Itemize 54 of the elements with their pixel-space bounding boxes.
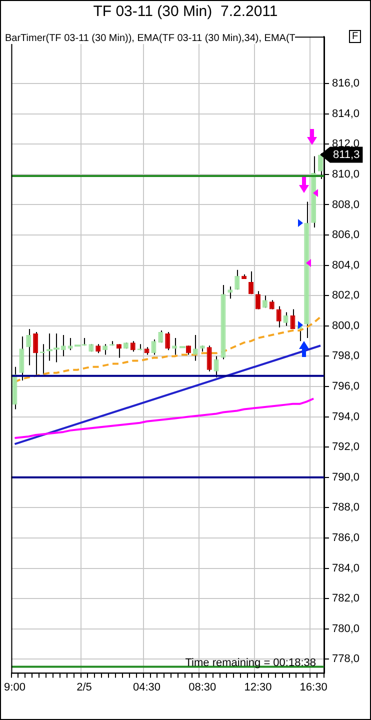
annotation: Time remaining = 00:18:38 [185, 657, 316, 669]
candlestick [130, 340, 136, 352]
x-tick-label: 2/5 [76, 681, 92, 694]
candlestick [228, 286, 233, 300]
y-tick-label: 794,0 [332, 410, 360, 423]
candlestick [214, 356, 219, 378]
y-tick-label: 792,0 [332, 441, 360, 454]
candlestick [290, 308, 296, 330]
x-tick-label: 12:30 [244, 681, 272, 694]
x-tick-label: 08:30 [188, 681, 216, 694]
text: 811,3 [333, 148, 360, 161]
y-tick-label: 798,0 [332, 350, 360, 362]
candlestick [276, 306, 282, 328]
candlestick [262, 295, 268, 308]
candlestick [172, 338, 178, 356]
y-tick-label: 808,0 [332, 198, 360, 211]
y-tick-label: 780,0 [332, 622, 360, 635]
chart-title: TF 03-11 (30 Min) 7.2.2011 [92, 3, 279, 20]
y-tick-label: 786,0 [332, 532, 360, 544]
y-tick-label: 810,0 [332, 168, 360, 180]
y-tick-label: 802,0 [332, 290, 360, 302]
candlestick [158, 330, 164, 344]
y-tick-label: 790,0 [332, 471, 360, 484]
y-tick-label: 796,0 [332, 380, 360, 393]
x-tick-label: 9:00 [4, 681, 26, 694]
y-tick-label: 782,0 [332, 592, 360, 605]
candlestick [206, 345, 212, 372]
candlestick [33, 331, 38, 376]
y-tick-label: 816,0 [332, 78, 360, 90]
candlestick [116, 344, 122, 358]
y-tick-label: 812,0 [332, 138, 360, 150]
candlestick [19, 336, 24, 381]
candlestick [102, 344, 108, 356]
y-tick-label: 814,0 [332, 108, 360, 120]
annotation: BarTimer(TF 03-11 (30 Min)), EMA(TF 03-11 (30 Min),34), EMA(T [5, 33, 296, 44]
candlestick [151, 339, 156, 356]
y-tick-label: 806,0 [332, 229, 360, 242]
candlestick [26, 328, 32, 366]
candlestick [96, 344, 101, 354]
candlestick [283, 312, 288, 326]
y-tick-label: 778,0 [332, 653, 360, 666]
x-tick-label: 04:30 [133, 681, 161, 694]
y-tick-label: 804,0 [332, 259, 360, 272]
candlestick [234, 269, 240, 290]
candlestick [248, 270, 254, 295]
x-tick-label: 16:30 [300, 681, 328, 694]
candlestick [192, 334, 198, 362]
candlestick [165, 331, 170, 351]
y-tick-label: 784,0 [332, 562, 360, 574]
candlestick [255, 290, 260, 310]
candlestick [68, 338, 73, 351]
y-tick-label: 788,0 [332, 502, 360, 514]
text: F [349, 30, 362, 43]
y-tick-label: 800,0 [332, 320, 360, 332]
